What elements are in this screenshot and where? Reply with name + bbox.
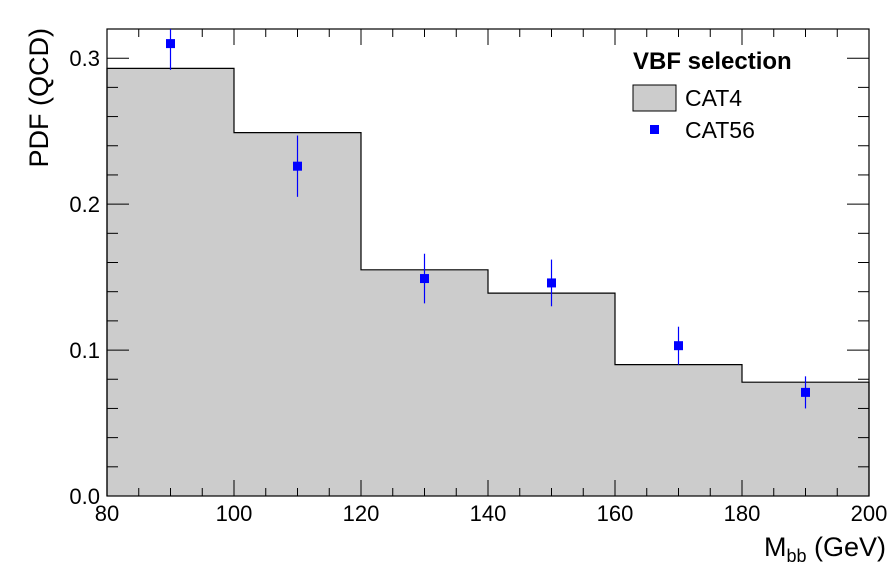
data-point (166, 39, 175, 49)
x-tick-label: 180 (724, 501, 761, 526)
legend-label-cat4: CAT4 (685, 85, 742, 111)
y-tick-label: 0.3 (69, 46, 100, 71)
x-tick-label: 80 (95, 501, 119, 526)
histogram-bar (488, 293, 615, 496)
x-tick-labels: 80 100 120 140 160 180 200 (95, 501, 888, 526)
data-points-layer (166, 29, 810, 409)
y-tick-label: 0.0 (69, 484, 100, 509)
histogram-bar (361, 269, 488, 496)
x-axis-title-subscript: bb (786, 546, 806, 566)
x-tick-label: 160 (597, 501, 634, 526)
y-tick-labels: 0.0 0.1 0.2 0.3 (69, 46, 100, 509)
legend-header: VBF selection (633, 48, 792, 75)
legend-label-cat56: CAT56 (685, 117, 755, 143)
legend: VBF selection CAT4 CAT56 (632, 48, 792, 143)
x-tick-label: 100 (216, 501, 253, 526)
histogram-layer (106, 67, 870, 496)
data-point (547, 278, 556, 288)
histogram-outline (106, 67, 870, 496)
data-point (293, 161, 302, 171)
x-tick-label: 120 (343, 501, 380, 526)
data-point (801, 387, 810, 397)
x-tick-label: 200 (851, 501, 888, 526)
plot-frame (106, 28, 870, 497)
y-tick-label: 0.2 (69, 192, 100, 217)
histogram-bar (615, 364, 742, 496)
x-tick-label: 140 (470, 501, 507, 526)
data-point (420, 274, 429, 284)
x-axis-title: Mbb (GeV) (764, 532, 886, 566)
y-tick-label: 0.1 (69, 338, 100, 363)
y-axis-title: PDF (QCD) (24, 28, 54, 167)
legend-swatch-cat4 (632, 84, 677, 112)
x-axis-title-main: M (764, 532, 787, 562)
data-point (674, 341, 683, 351)
legend-marker-cat56 (650, 125, 659, 134)
x-axis-title-unit: (GeV) (806, 532, 886, 562)
histogram-bar (107, 68, 234, 496)
